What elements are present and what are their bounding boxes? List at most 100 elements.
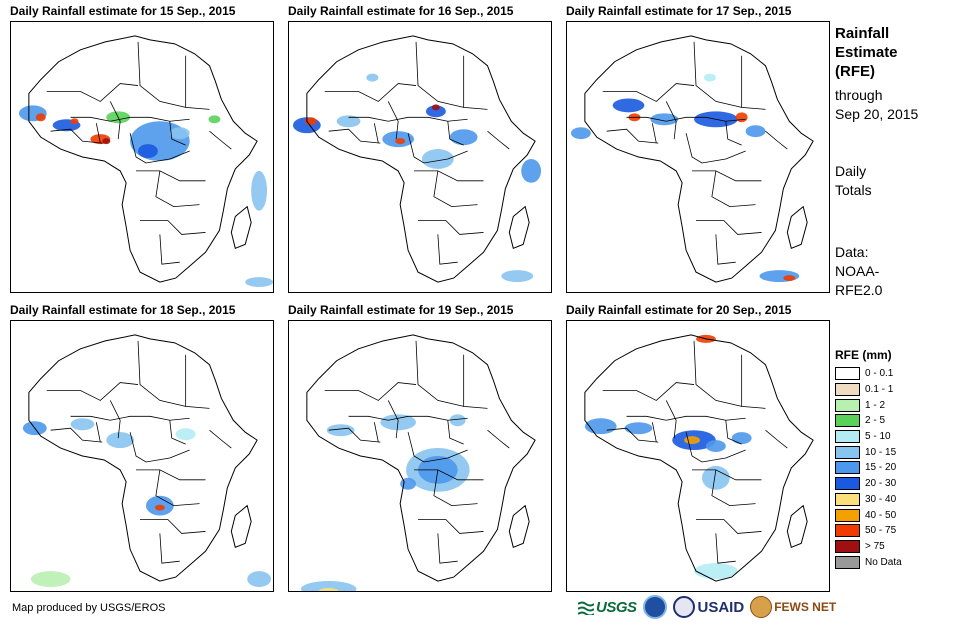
country-border xyxy=(685,133,746,164)
through-date: Sep 20, 2015 xyxy=(835,106,919,122)
rainfall-spot xyxy=(745,125,766,138)
rainfall-map xyxy=(288,21,552,293)
africa-map-svg xyxy=(584,334,814,582)
data-line: NOAA- xyxy=(835,263,880,279)
country-border xyxy=(185,55,210,110)
rainfall-spots xyxy=(18,105,273,288)
country-border xyxy=(414,469,484,481)
country-border xyxy=(373,422,379,443)
rainfall-spot xyxy=(521,158,542,183)
coastline xyxy=(306,334,536,582)
rainfall-spot xyxy=(449,414,466,427)
rainfall-spot xyxy=(138,144,158,158)
rainfall-spot xyxy=(570,127,591,140)
rainfall-spot xyxy=(326,424,355,437)
totals-line: Daily xyxy=(835,163,867,179)
legend-swatch xyxy=(835,430,860,444)
country-border xyxy=(602,382,695,401)
legend-label: 30 - 40 xyxy=(865,493,897,505)
legend-label: 20 - 30 xyxy=(865,478,897,490)
map-panel-18-sep: Daily Rainfall estimate for 18 Sep., 201… xyxy=(10,302,274,592)
legend-label: > 75 xyxy=(865,540,885,552)
country-border xyxy=(447,420,464,445)
map-panel-15-sep: Daily Rainfall estimate for 15 Sep., 201… xyxy=(10,3,274,293)
madagascar xyxy=(508,504,530,548)
country-border xyxy=(447,121,464,146)
country-border xyxy=(328,427,381,443)
title-line: (RFE) xyxy=(835,63,875,80)
africa-map-svg xyxy=(300,334,536,591)
country-border xyxy=(415,41,464,108)
country-border xyxy=(665,400,677,439)
legend-swatch xyxy=(835,492,860,506)
country-border xyxy=(50,128,103,144)
country-border xyxy=(407,133,468,164)
usgs-waves-icon xyxy=(578,601,594,615)
country-border xyxy=(602,83,695,102)
country-border xyxy=(692,170,762,182)
country-border xyxy=(373,123,379,144)
legend-item: 15 - 20 xyxy=(835,460,902,476)
legend-item: 50 - 75 xyxy=(835,523,902,539)
legend-item: 0.1 - 1 xyxy=(835,382,902,398)
country-border xyxy=(651,123,657,144)
country-border xyxy=(418,220,484,235)
rainfall-spot xyxy=(501,270,534,283)
country-border xyxy=(437,234,458,265)
country-border xyxy=(46,83,139,102)
country-border xyxy=(696,519,762,534)
country-border xyxy=(606,128,659,144)
country-border xyxy=(169,420,186,445)
country-border xyxy=(324,382,417,401)
legend-label: 2 - 5 xyxy=(865,415,886,427)
legend-label: 15 - 20 xyxy=(865,462,897,474)
rainfall-spot xyxy=(70,118,79,125)
rainfall-spot xyxy=(395,138,406,145)
country-border xyxy=(665,101,677,140)
rainfall-spot xyxy=(650,113,679,126)
country-border xyxy=(711,170,756,208)
legend: 0 - 0.1 0.1 - 1 1 - 2 2 - 5 5 - 10 10 - … xyxy=(835,366,902,570)
legend-label: 1 - 2 xyxy=(865,399,886,411)
country-border xyxy=(109,101,121,140)
madagascar xyxy=(230,205,252,249)
country-border xyxy=(715,234,736,265)
legend-label: 0.1 - 1 xyxy=(865,384,894,396)
legend-item: 2 - 5 xyxy=(835,413,902,429)
rainfall-spot xyxy=(35,113,46,122)
country-border xyxy=(696,220,762,235)
coastline xyxy=(584,35,814,283)
legend-item: No Data xyxy=(835,554,902,570)
rainfall-spot xyxy=(705,440,726,453)
legend-item: 40 - 50 xyxy=(835,507,902,523)
country-border xyxy=(692,469,762,481)
rainfall-spot xyxy=(612,98,645,113)
country-border xyxy=(693,41,742,108)
country-border xyxy=(741,354,766,409)
legend-item: 5 - 10 xyxy=(835,429,902,445)
rainfall-spot xyxy=(169,127,190,140)
country-border xyxy=(651,422,657,443)
agency-logos: USGS USAID FEWS NET xyxy=(578,594,836,620)
coastline xyxy=(306,35,536,283)
madagascar xyxy=(508,205,530,249)
coastline xyxy=(28,334,258,582)
rainfall-spot xyxy=(245,277,273,288)
rainfall-spot xyxy=(70,418,95,431)
country-border xyxy=(463,55,488,110)
country-border xyxy=(387,101,399,140)
legend-item: 20 - 30 xyxy=(835,476,902,492)
rainfall-spot xyxy=(251,170,268,211)
panel-title: Daily Rainfall estimate for 17 Sep., 201… xyxy=(566,4,792,18)
legend-swatch xyxy=(835,508,860,522)
country-border xyxy=(433,170,478,208)
country-border xyxy=(95,422,101,443)
country-border xyxy=(209,130,232,150)
coastline xyxy=(28,35,258,283)
country-border xyxy=(741,55,766,110)
legend-label: No Data xyxy=(865,556,902,568)
usaid-logo: USAID xyxy=(672,596,744,618)
legend-swatch xyxy=(835,445,860,459)
legend-item: 30 - 40 xyxy=(835,492,902,508)
country-border xyxy=(159,533,180,564)
